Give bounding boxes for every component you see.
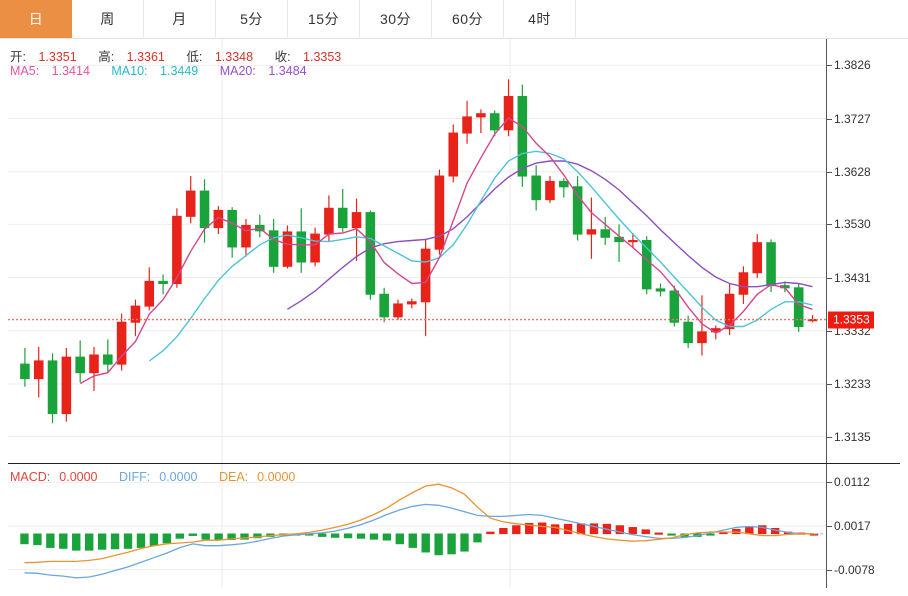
price-axis-tick (827, 171, 832, 173)
price-axis-label: 1.3628 (834, 164, 871, 179)
macd-axis-tick (827, 526, 832, 527)
tab-week[interactable]: 周 (72, 0, 144, 38)
tab-month[interactable]: 月 (144, 0, 216, 38)
macd-axis-label: 0.0112 (834, 475, 870, 490)
macd-chart-pane: 0.0112 0.0017 -0.0078 (8, 464, 900, 588)
timeframe-tabbar: 日 周 月 5分 15分 30分 60分 4时 (0, 0, 908, 39)
price-axis-label: 1.3727 (834, 111, 871, 126)
price-axis-label: 1.3826 (834, 58, 871, 73)
macd-axis-tick (827, 482, 832, 484)
price-axis-label: 1.3135 (834, 429, 871, 444)
price-axis-label: 1.3530 (834, 217, 871, 232)
tab-5min[interactable]: 5分 (216, 0, 288, 38)
price-axis-label: 1.3233 (834, 377, 871, 391)
tab-15min[interactable]: 15分 (288, 0, 360, 38)
macd-axis-label: 0.0017 (834, 519, 871, 533)
price-axis-tick (827, 277, 832, 279)
price-axis-tick (827, 65, 832, 67)
macd-axis-tick (827, 569, 832, 571)
tab-day[interactable]: 日 (0, 0, 72, 38)
price-axis-label: 1.3431 (834, 270, 871, 285)
tab-60min[interactable]: 60分 (432, 0, 504, 38)
tab-30min[interactable]: 30分 (360, 0, 432, 38)
tab-4hour[interactable]: 4时 (504, 0, 576, 38)
price-axis-tick (827, 118, 832, 120)
current-price-badge: 1.3353 (828, 311, 874, 329)
price-axis-tick (827, 384, 832, 385)
macd-svg (8, 464, 826, 588)
macd-plot-area[interactable] (8, 464, 826, 588)
price-axis: 1.3826 1.3727 1.3628 1.3530 1.3431 1.3332 1.32… (826, 39, 900, 463)
tabbar-filler (576, 0, 908, 38)
price-axis-tick (827, 330, 832, 332)
price-axis-tick (827, 436, 832, 438)
price-plot-area[interactable] (8, 39, 826, 463)
price-axis-tick (827, 224, 832, 226)
macd-axis: 0.0112 0.0017 -0.0078 (826, 464, 900, 588)
candlestick-svg (8, 39, 826, 463)
price-chart-pane: 1.3826 1.3727 1.3628 1.3530 1.3431 1.3332 1.32… (8, 39, 900, 464)
macd-axis-label: -0.0078 (834, 562, 875, 577)
